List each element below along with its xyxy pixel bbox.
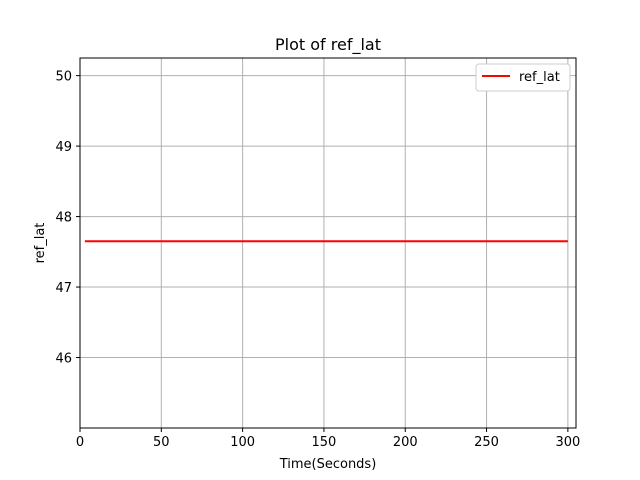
grid — [79, 58, 576, 428]
y-tick-label: 49 — [55, 140, 72, 155]
x-tick-label: 100 — [230, 435, 255, 450]
legend-box — [475, 63, 571, 92]
x-tick-label: 300 — [555, 435, 580, 450]
chart-title: Plot of ref_lat — [275, 35, 381, 55]
y-tick-label: 46 — [55, 352, 72, 367]
legend-label-ref-lat: ref_lat — [519, 70, 560, 85]
y-tick-label: 50 — [55, 70, 72, 85]
y-axis-ticks: 46 47 48 49 50 — [55, 70, 80, 367]
x-tick-label: 250 — [474, 435, 499, 450]
y-tick-label: 48 — [55, 211, 72, 226]
y-tick-label: 47 — [55, 281, 72, 296]
x-tick-label: 200 — [393, 435, 418, 450]
legend: ref_lat — [475, 63, 571, 92]
x-axis-label: Time(Seconds) — [279, 457, 377, 472]
y-axis-label: ref_lat — [33, 223, 48, 264]
axes-frame — [79, 57, 577, 429]
x-axis-ticks: 0 50 100 150 200 250 300 — [76, 428, 580, 450]
x-tick-label: 150 — [312, 435, 337, 450]
x-tick-label: 50 — [153, 435, 170, 450]
x-tick-label: 0 — [76, 435, 84, 450]
